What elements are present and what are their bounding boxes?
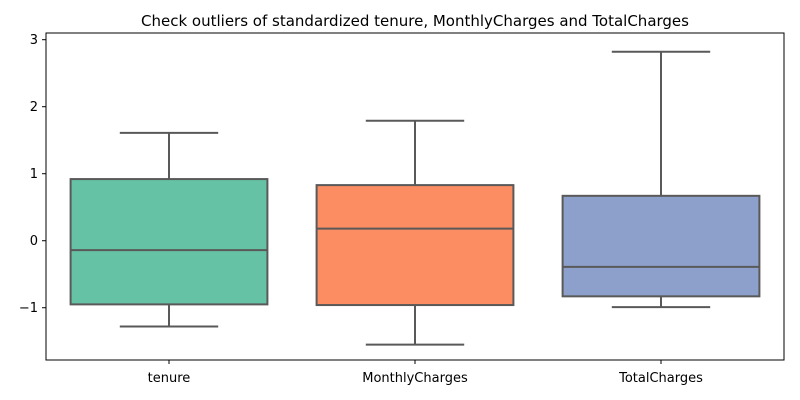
y-tick-label: 0 bbox=[30, 234, 38, 249]
x-tick-label: MonthlyCharges bbox=[362, 371, 468, 386]
chart-title: Check outliers of standardized tenure, M… bbox=[141, 12, 689, 30]
x-tick-label: TotalCharges bbox=[618, 371, 703, 386]
x-tick-label: tenure bbox=[148, 371, 191, 386]
plot-area: 3 2 1 0 −1 tenure MonthlyCharges TotalCharges bbox=[19, 32, 785, 386]
y-tick-label: −1 bbox=[19, 301, 38, 316]
box bbox=[315, 184, 515, 307]
box bbox=[561, 194, 761, 298]
y-tick-label: 2 bbox=[30, 100, 38, 115]
y-tick-label: 1 bbox=[30, 167, 38, 182]
box bbox=[69, 178, 269, 306]
y-tick-label: 3 bbox=[30, 33, 38, 48]
